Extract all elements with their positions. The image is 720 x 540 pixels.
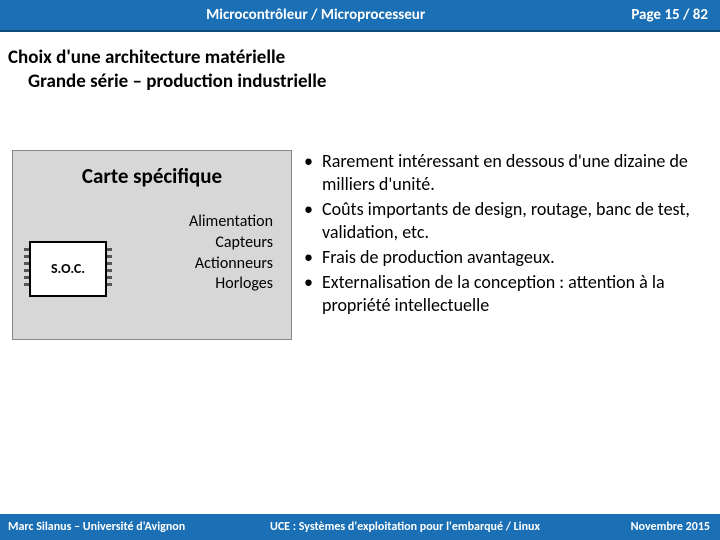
bullet-item: Rarement intéressant en dessous d'une di… <box>304 150 710 196</box>
card-title: Carte spécifique <box>25 163 279 189</box>
bullet-item: Externalisation de la conception : atten… <box>304 271 710 317</box>
spec-card: Carte spécifique S.O.C. Alimentation Cap… <box>12 150 292 340</box>
bullet-list: Rarement intéressant en dessous d'une di… <box>304 150 710 340</box>
bullet-item: Frais de production avantageux. <box>304 246 710 269</box>
heading-line1: Choix d'une architecture matérielle <box>8 46 712 70</box>
footer-date: Novembre 2015 <box>600 520 720 534</box>
card-feature-list: Alimentation Capteurs Actionneurs Horlog… <box>129 212 279 295</box>
chip-icon: S.O.C. <box>29 241 107 297</box>
header-bar: Microcontrôleur / Microprocesseur Page 1… <box>0 0 720 32</box>
slide-heading: Choix d'une architecture matérielle Gran… <box>0 32 720 100</box>
footer-author: Marc Silanus – Université d'Avignon <box>0 520 210 534</box>
bullet-item: Coûts importants de design, routage, ban… <box>304 198 710 244</box>
card-item: Actionneurs <box>129 254 273 275</box>
header-title: Microcontrôleur / Microprocesseur <box>0 6 631 24</box>
footer-bar: Marc Silanus – Université d'Avignon UCE … <box>0 514 720 540</box>
header-page-number: Page 15 / 82 <box>631 6 720 24</box>
card-body: S.O.C. Alimentation Capteurs Actionneurs… <box>25 211 279 297</box>
footer-course: UCE : Systèmes d'exploitation pour l'emb… <box>210 520 600 534</box>
heading-line2: Grande série – production industrielle <box>8 70 712 94</box>
content-area: Carte spécifique S.O.C. Alimentation Cap… <box>0 100 720 340</box>
card-item: Alimentation <box>129 212 273 233</box>
card-item: Capteurs <box>129 233 273 254</box>
chip-label: S.O.C. <box>51 260 85 277</box>
card-item: Horloges <box>129 274 273 295</box>
